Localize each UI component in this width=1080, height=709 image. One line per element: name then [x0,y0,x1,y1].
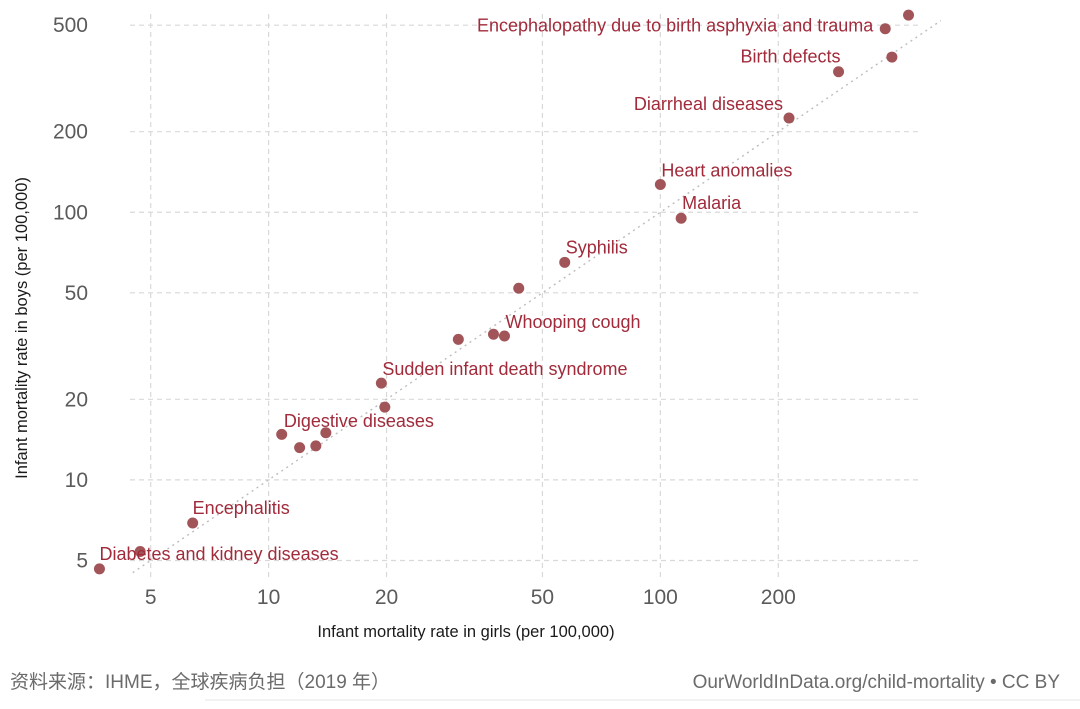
data-point[interactable] [487,328,499,340]
data-point[interactable] [559,256,571,268]
y-tick-label: 500 [53,14,88,37]
data-point[interactable] [310,440,322,452]
x-tick-label: 50 [531,586,554,609]
point-label: Digestive diseases [284,411,434,431]
data-point[interactable] [886,51,898,63]
data-point[interactable] [783,112,795,124]
x-tick-label: 200 [761,586,796,609]
x-tick-label: 20 [375,586,398,609]
tick-label-layer: 5 10 20 50 100 200 500 5 10 20 50 100 200 [53,14,796,609]
y-tick-label: 20 [65,388,88,411]
data-point[interactable] [276,428,288,440]
point-label: Diabetes and kidney diseases [99,544,338,564]
data-point[interactable] [134,546,146,558]
grid-layer [130,14,922,578]
data-point[interactable] [654,178,666,190]
point-label: Heart anomalies [661,160,792,180]
data-point[interactable] [903,9,915,21]
data-point[interactable] [513,282,525,294]
y-tick-label: 5 [76,549,88,572]
y-tick-label: 100 [53,201,88,224]
y-tick-label: 200 [53,121,88,144]
point-label: Malaria [682,193,742,213]
reference-line-y-equals-x [132,20,942,574]
data-point[interactable] [320,427,332,439]
point-label: Birth defects [741,47,841,67]
point-label: Encephalitis [193,498,290,518]
reference-line-layer [132,20,942,574]
data-point[interactable] [187,517,199,529]
data-point[interactable] [833,66,845,78]
point-label-layer: Encephalopathy due to birth asphyxia and… [99,16,874,564]
point-label: Sudden infant death syndrome [382,359,627,379]
data-point[interactable] [498,330,510,342]
data-point[interactable] [375,377,387,389]
x-tick-label: 10 [257,586,280,609]
credit-link[interactable]: OurWorldInData.org/child-mortality • CC … [693,672,1061,693]
point-label: Encephalopathy due to birth asphyxia and… [477,16,874,36]
y-axis-title: Infant mortality rate in boys (per 100,0… [13,177,31,479]
data-point[interactable] [294,442,306,454]
y-tick-label: 50 [65,282,88,305]
data-point[interactable] [879,23,891,35]
data-point[interactable] [93,563,105,575]
point-label: Diarrheal diseases [634,94,783,114]
data-point[interactable] [452,333,464,345]
x-axis-title: Infant mortality rate in girls (per 100,… [317,623,614,641]
data-point[interactable] [675,212,687,224]
source-note: 资料来源：IHME，全球疾病负担（2019 年） [10,671,390,693]
point-label: Whooping cough [505,312,640,332]
y-tick-label: 10 [65,469,88,492]
data-point[interactable] [379,401,391,413]
point-layer [93,9,915,575]
x-tick-label: 100 [643,586,678,609]
point-label: Syphilis [566,237,628,257]
x-tick-label: 5 [145,586,157,609]
